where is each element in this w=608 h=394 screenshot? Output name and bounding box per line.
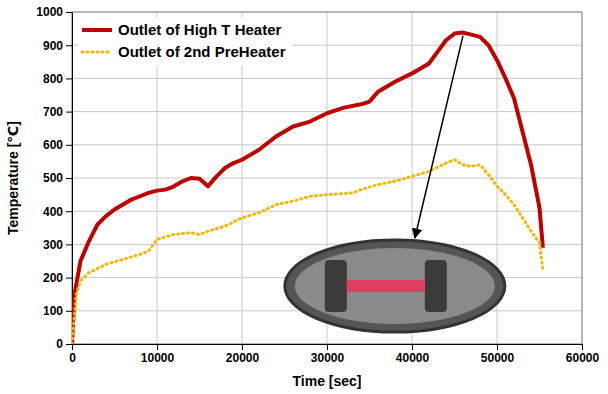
legend-background	[78, 18, 292, 66]
tick-label: 50000	[481, 351, 515, 365]
tick-mark	[66, 45, 72, 46]
tick-label: 0	[69, 351, 76, 365]
legend-entry: Outlet of 2nd PreHeater	[82, 43, 286, 60]
tick: 30000	[311, 344, 345, 365]
legend-entry: Outlet of High T Heater	[82, 21, 282, 38]
tick-mark	[497, 344, 498, 350]
tick-mark	[66, 244, 72, 245]
tick: 40000	[396, 344, 430, 365]
tick-mark	[66, 278, 72, 279]
series-line	[72, 33, 543, 344]
tick-mark	[412, 344, 413, 350]
tick-label: 800	[43, 72, 63, 86]
tick-label: 20000	[226, 351, 260, 365]
tick-label: 10000	[141, 351, 175, 365]
tick-mark	[66, 145, 72, 146]
tick-mark	[66, 344, 72, 345]
legend: Outlet of High T Heater Outlet of 2nd Pre…	[78, 18, 292, 66]
tick: 200	[43, 271, 72, 285]
x-axis: 0 10000 20000 30000 40000 50000 60000	[69, 344, 599, 365]
tick: 10000	[141, 344, 175, 365]
legend-swatch	[82, 51, 112, 54]
tick: 900	[43, 39, 72, 53]
plot-frame	[72, 12, 582, 344]
tick-mark	[72, 344, 73, 350]
tick: 1000	[36, 5, 72, 19]
tick-mark	[327, 344, 328, 350]
tick: 60000	[566, 344, 600, 365]
legend-label: Outlet of High T Heater	[118, 21, 282, 38]
flange-left	[325, 260, 347, 312]
tick: 50000	[481, 344, 515, 365]
tick-label: 1000	[36, 5, 63, 19]
tick-label: 0	[56, 337, 63, 351]
legend-swatch	[82, 28, 112, 32]
grid-line-y	[72, 244, 582, 245]
tick-mark	[66, 12, 72, 13]
inset-frame	[285, 240, 505, 332]
tick-label: 100	[43, 304, 63, 318]
tick-mark	[66, 178, 72, 179]
tick-mark	[582, 344, 583, 350]
plot: 0 10000 20000 30000 40000 50000 60000 0 100 200 30…	[36, 5, 599, 364]
tick-label: 600	[43, 138, 63, 152]
tick: 400	[43, 205, 72, 219]
tick-mark	[66, 211, 72, 212]
tick-label: 400	[43, 205, 63, 219]
grid	[72, 12, 582, 344]
tick: 600	[43, 138, 72, 152]
legend-label: Outlet of 2nd PreHeater	[118, 43, 286, 60]
tick-label: 200	[43, 271, 63, 285]
chart: 0 10000 20000 30000 40000 50000 60000 0 100 200 30…	[0, 0, 608, 394]
y-axis: 0 100 200 300 400 500 600 700 800 900 1000	[36, 5, 72, 351]
tick-mark	[66, 78, 72, 79]
y-axis-title: Temperature [℃]	[5, 121, 21, 235]
x-axis-title: Time [sec]	[293, 373, 362, 389]
inset-ground	[295, 248, 495, 324]
tick: 0	[56, 337, 72, 351]
tick: 300	[43, 238, 72, 252]
tick-label: 30000	[311, 351, 345, 365]
lines	[72, 33, 543, 344]
tick-label: 40000	[396, 351, 430, 365]
tick: 800	[43, 72, 72, 86]
tick: 500	[43, 171, 72, 185]
tick: 20000	[226, 344, 260, 365]
tick-mark	[242, 344, 243, 350]
grid-line-y	[72, 144, 582, 145]
tick: 0	[69, 344, 76, 365]
heater-tube	[347, 280, 425, 292]
tick-mark	[157, 344, 158, 350]
flange-right	[425, 260, 447, 312]
tick: 700	[43, 105, 72, 119]
tick-label: 60000	[566, 351, 600, 365]
series-line	[72, 160, 543, 344]
tick-label: 500	[43, 171, 63, 185]
tick-mark	[66, 311, 72, 312]
grid-line-y	[72, 178, 582, 179]
pointer-arrow	[415, 36, 463, 238]
tick-mark	[66, 112, 72, 113]
tick-label: 700	[43, 105, 63, 119]
inset-photo	[285, 240, 505, 332]
tick: 100	[43, 304, 72, 318]
grid-line-y	[72, 211, 582, 212]
tick-label: 900	[43, 39, 63, 53]
tick-label: 300	[43, 238, 63, 252]
